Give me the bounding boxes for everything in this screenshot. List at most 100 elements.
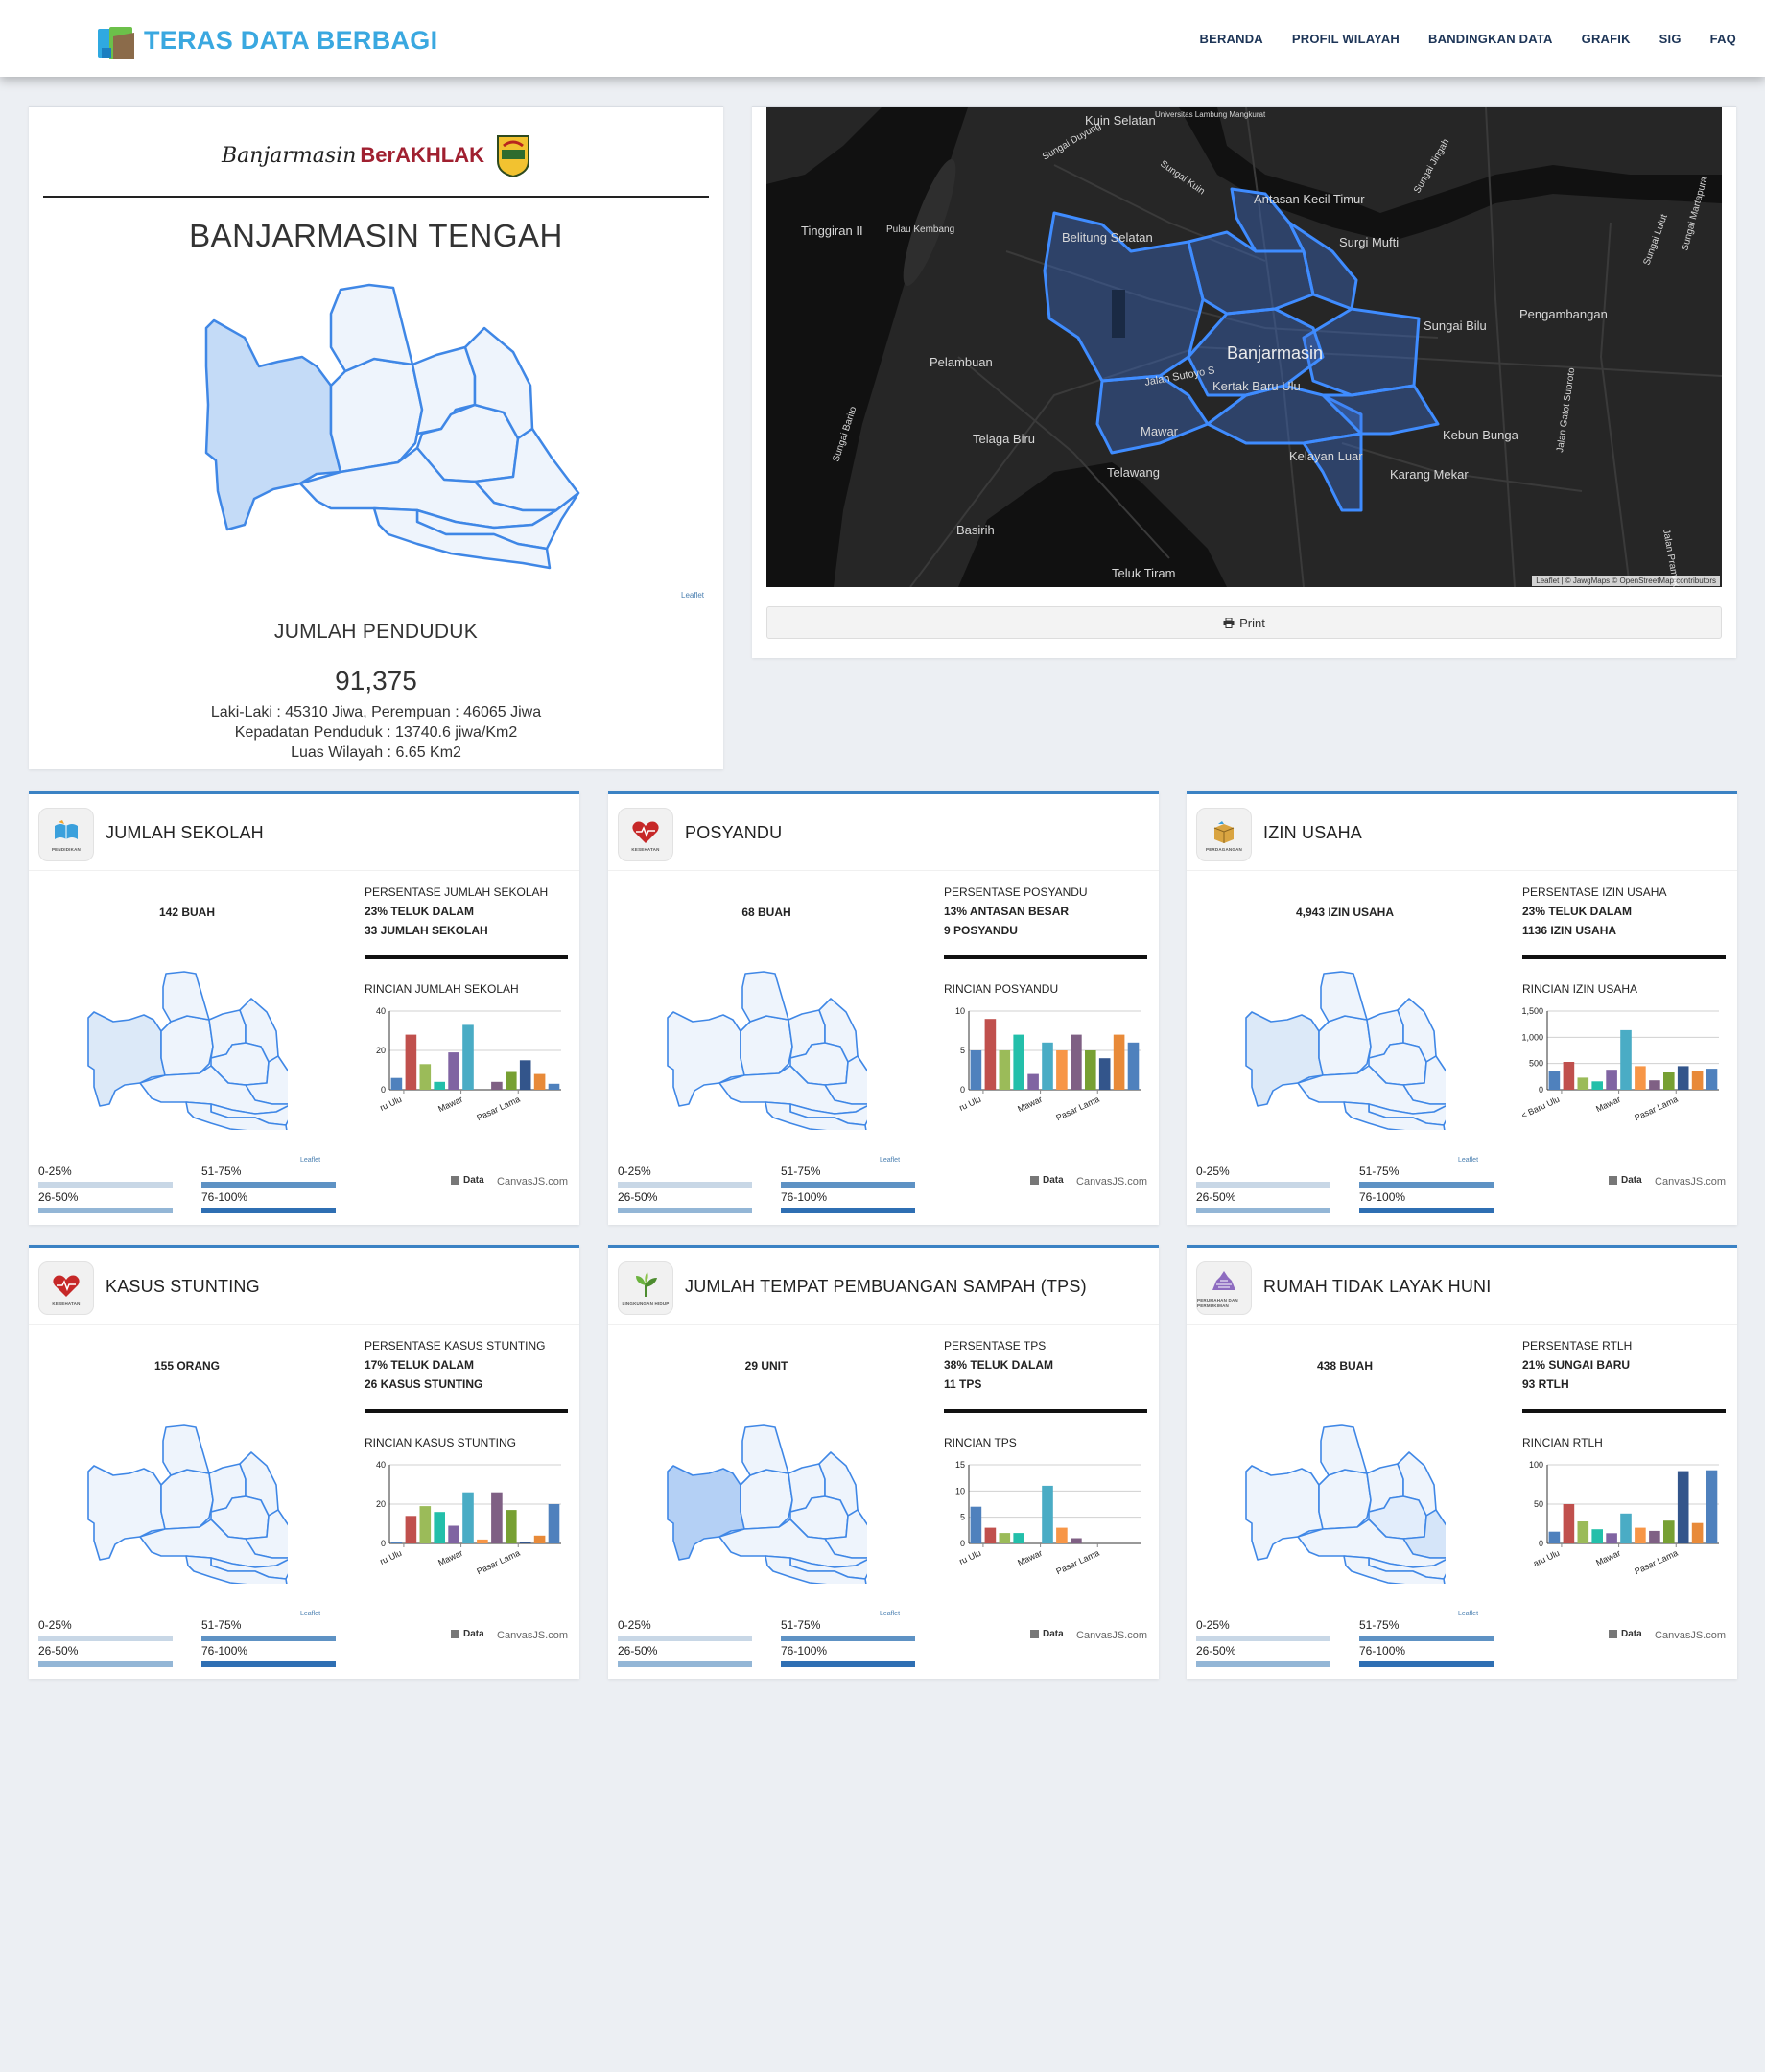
map-canvas[interactable]: Kuin Selatan Universitas Lambung Mangkur… bbox=[766, 107, 1722, 587]
chart-bar[interactable] bbox=[1013, 1533, 1024, 1543]
chart-bar[interactable] bbox=[1649, 1080, 1660, 1090]
chart-bar[interactable] bbox=[448, 1052, 459, 1090]
nav-faq[interactable]: FAQ bbox=[1709, 31, 1736, 46]
chart-bar[interactable] bbox=[1620, 1513, 1632, 1543]
chart-bar[interactable] bbox=[462, 1024, 474, 1090]
bar-chart[interactable]: 0 50 100 aru Ulu Mawar Pasar Lama bbox=[1522, 1457, 1729, 1611]
bar-chart[interactable]: 0 500 1,000 1,500 < Baru Ulu Mawar Pasar Lama bbox=[1522, 1003, 1729, 1157]
map-attribution[interactable]: Leaflet bbox=[300, 1611, 321, 1617]
chart-bar[interactable] bbox=[1056, 1527, 1068, 1543]
bar-chart[interactable]: 0 20 40 ru Ulu Mawar Pasar Lama bbox=[365, 1457, 571, 1611]
district-shape[interactable] bbox=[740, 1469, 793, 1530]
chart-bar[interactable] bbox=[491, 1081, 503, 1090]
chart-legend[interactable]: Data bbox=[1030, 1175, 1064, 1186]
district-shape[interactable] bbox=[185, 1555, 288, 1584]
district-shape[interactable] bbox=[1245, 1465, 1324, 1561]
chart-bar[interactable] bbox=[1548, 1071, 1561, 1090]
chart-bar[interactable] bbox=[405, 1516, 417, 1543]
district-shape[interactable] bbox=[1343, 1555, 1446, 1584]
chart-bar[interactable] bbox=[1127, 1042, 1140, 1090]
mini-choropleth-map[interactable] bbox=[656, 962, 867, 1130]
chart-credit[interactable]: CanvasJS.com bbox=[1076, 1176, 1147, 1188]
district-shape[interactable] bbox=[1318, 1469, 1372, 1530]
mini-choropleth-map[interactable] bbox=[1235, 962, 1446, 1130]
chart-bar[interactable] bbox=[1042, 1485, 1053, 1543]
map-attribution[interactable]: Leaflet bbox=[880, 1611, 901, 1617]
chart-bar[interactable] bbox=[1691, 1071, 1704, 1090]
chart-bar[interactable] bbox=[1013, 1034, 1024, 1090]
chart-bar[interactable] bbox=[1591, 1529, 1603, 1543]
chart-bar[interactable] bbox=[1677, 1471, 1689, 1543]
chart-bar[interactable] bbox=[1706, 1069, 1718, 1090]
chart-bar[interactable] bbox=[970, 1506, 982, 1543]
bar-chart[interactable]: 0 5 10 ru Ulu Mawar Pasar Lama bbox=[944, 1003, 1150, 1157]
chart-bar[interactable] bbox=[1649, 1530, 1660, 1543]
chart-bar[interactable] bbox=[1677, 1066, 1689, 1090]
district-shape[interactable] bbox=[741, 1424, 789, 1476]
chart-bar[interactable] bbox=[462, 1492, 474, 1543]
chart-bar[interactable] bbox=[1635, 1527, 1646, 1543]
chart-bar[interactable] bbox=[434, 1081, 445, 1090]
map-attribution[interactable]: Leaflet bbox=[681, 591, 705, 600]
district-shape[interactable] bbox=[765, 1101, 867, 1130]
chart-bar[interactable] bbox=[1691, 1522, 1704, 1543]
chart-legend[interactable]: Data bbox=[451, 1175, 484, 1186]
chart-bar[interactable] bbox=[419, 1064, 432, 1090]
chart-bar[interactable] bbox=[548, 1504, 560, 1543]
chart-bar[interactable] bbox=[1056, 1050, 1068, 1090]
chart-bar[interactable] bbox=[1663, 1520, 1675, 1543]
chart-bar[interactable] bbox=[1071, 1034, 1082, 1090]
chart-bar[interactable] bbox=[970, 1050, 982, 1090]
mini-choropleth-map[interactable] bbox=[656, 1416, 867, 1584]
district-shape[interactable] bbox=[667, 1011, 745, 1107]
chart-bar[interactable] bbox=[390, 1077, 403, 1090]
chart-bar[interactable] bbox=[477, 1539, 488, 1543]
district-shape[interactable] bbox=[765, 1555, 867, 1584]
chart-legend[interactable]: Data bbox=[1609, 1629, 1642, 1639]
district-shape[interactable] bbox=[741, 971, 789, 1023]
chart-legend[interactable]: Data bbox=[1609, 1175, 1642, 1186]
map-attribution[interactable]: Leaflet bbox=[880, 1157, 901, 1164]
chart-credit[interactable]: CanvasJS.com bbox=[1655, 1630, 1726, 1641]
region-choropleth-map[interactable] bbox=[187, 271, 609, 577]
chart-bar[interactable] bbox=[533, 1535, 546, 1543]
district-shape[interactable] bbox=[139, 1065, 288, 1115]
district-shape[interactable] bbox=[87, 1011, 166, 1107]
district-shape[interactable] bbox=[718, 1065, 867, 1115]
chart-bar[interactable] bbox=[1635, 1066, 1646, 1090]
chart-bar[interactable] bbox=[1042, 1042, 1053, 1090]
district-shape[interactable] bbox=[1343, 1101, 1446, 1130]
chart-bar[interactable] bbox=[405, 1034, 417, 1090]
district-shape[interactable] bbox=[1320, 1424, 1368, 1476]
chart-bar[interactable] bbox=[519, 1060, 531, 1091]
map-attribution[interactable]: Leaflet bbox=[300, 1157, 321, 1164]
chart-bar[interactable] bbox=[1085, 1050, 1096, 1090]
district-shape[interactable] bbox=[1297, 1519, 1446, 1568]
chart-credit[interactable]: CanvasJS.com bbox=[497, 1176, 568, 1188]
chart-bar[interactable] bbox=[1620, 1029, 1632, 1090]
mini-choropleth-map[interactable] bbox=[77, 1416, 288, 1584]
chart-bar[interactable] bbox=[519, 1542, 531, 1543]
district-shape[interactable] bbox=[667, 1465, 745, 1561]
chart-bar[interactable] bbox=[1098, 1058, 1111, 1090]
chart-bar[interactable] bbox=[984, 1019, 997, 1090]
chart-bar[interactable] bbox=[419, 1506, 432, 1543]
brand[interactable]: TERAS DATA BERBAGI bbox=[96, 19, 437, 61]
chart-bar[interactable] bbox=[491, 1492, 503, 1543]
nav-grafik[interactable]: GRAFIK bbox=[1581, 31, 1631, 46]
chart-bar[interactable] bbox=[1113, 1034, 1125, 1090]
district-shape[interactable] bbox=[160, 1015, 214, 1076]
print-button[interactable]: Print bbox=[766, 606, 1722, 639]
chart-bar[interactable] bbox=[1548, 1531, 1561, 1543]
district-shape[interactable] bbox=[718, 1519, 867, 1568]
district-shape[interactable] bbox=[162, 971, 210, 1023]
mini-choropleth-map[interactable] bbox=[1235, 1416, 1446, 1584]
map-attribution[interactable]: Leaflet | © JawgMaps © OpenStreetMap con… bbox=[1532, 576, 1720, 586]
chart-bar[interactable] bbox=[390, 1542, 403, 1543]
chart-bar[interactable] bbox=[1591, 1081, 1603, 1090]
chart-credit[interactable]: CanvasJS.com bbox=[1655, 1176, 1726, 1188]
map-attribution[interactable]: Leaflet bbox=[1458, 1611, 1479, 1617]
district-shape[interactable] bbox=[1320, 971, 1368, 1023]
chart-bar[interactable] bbox=[548, 1083, 560, 1090]
district-shape[interactable] bbox=[1245, 1011, 1324, 1107]
